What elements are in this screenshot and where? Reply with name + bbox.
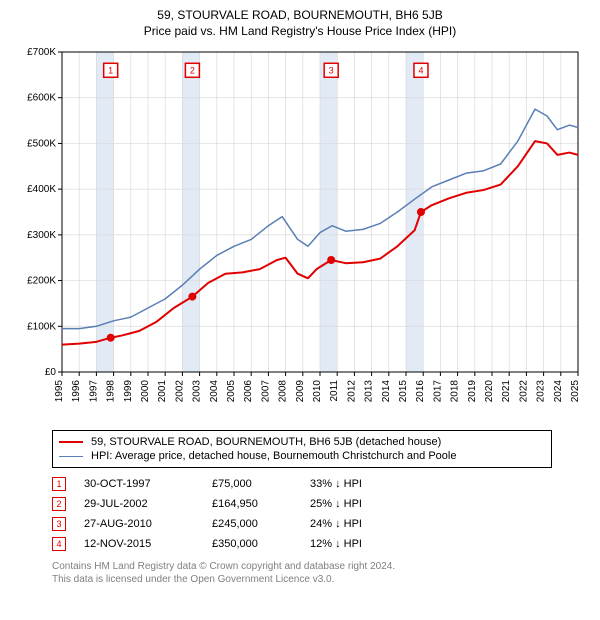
svg-text:2012: 2012 <box>346 380 357 403</box>
svg-text:4: 4 <box>418 65 423 75</box>
sale-date: 27-AUG-2010 <box>84 518 194 530</box>
sale-list: 1 30-OCT-1997 £75,000 33% ↓ HPI 2 29-JUL… <box>52 474 588 554</box>
svg-text:2: 2 <box>190 65 195 75</box>
legend-label-blue: HPI: Average price, detached house, Bour… <box>91 450 456 462</box>
chart-svg: £0 £100K £200K £300K £400K £500K £600K £700K 199… <box>12 44 588 424</box>
svg-text:£300K: £300K <box>27 230 56 241</box>
svg-text:2003: 2003 <box>192 380 203 403</box>
title-address: 59, STOURVALE ROAD, BOURNEMOUTH, BH6 5JB <box>12 8 588 22</box>
sale-price: £350,000 <box>212 538 292 550</box>
sale-delta: 24% ↓ HPI <box>310 518 400 530</box>
sale-marker-icon: 1 <box>52 477 66 491</box>
sale-marker-icon: 3 <box>52 517 66 531</box>
svg-text:£100K: £100K <box>27 321 56 332</box>
svg-text:2005: 2005 <box>226 380 237 403</box>
svg-text:2019: 2019 <box>467 380 478 403</box>
footer-line2: This data is licensed under the Open Gov… <box>52 573 588 586</box>
svg-text:£200K: £200K <box>27 276 56 287</box>
svg-text:2001: 2001 <box>157 380 168 403</box>
svg-text:1999: 1999 <box>123 380 134 403</box>
svg-text:2016: 2016 <box>415 380 426 403</box>
svg-text:£700K: £700K <box>27 47 56 58</box>
sale-row: 2 29-JUL-2002 £164,950 25% ↓ HPI <box>52 494 588 514</box>
svg-text:2015: 2015 <box>398 380 409 403</box>
legend-box: 59, STOURVALE ROAD, BOURNEMOUTH, BH6 5JB… <box>52 430 552 468</box>
svg-text:2000: 2000 <box>140 380 151 403</box>
svg-text:£0: £0 <box>45 367 57 378</box>
sale-row: 3 27-AUG-2010 £245,000 24% ↓ HPI <box>52 514 588 534</box>
svg-text:1998: 1998 <box>106 380 117 403</box>
sale-delta: 12% ↓ HPI <box>310 538 400 550</box>
svg-text:2021: 2021 <box>501 380 512 403</box>
sale-row: 4 12-NOV-2015 £350,000 12% ↓ HPI <box>52 534 588 554</box>
legend-swatch-blue <box>59 456 83 457</box>
svg-text:£500K: £500K <box>27 138 56 149</box>
svg-text:2008: 2008 <box>278 380 289 403</box>
svg-text:2014: 2014 <box>381 380 392 403</box>
svg-text:2024: 2024 <box>553 380 564 403</box>
title-subtitle: Price paid vs. HM Land Registry's House … <box>12 24 588 38</box>
svg-text:2006: 2006 <box>243 380 254 403</box>
legend-swatch-red <box>59 441 83 443</box>
svg-text:2017: 2017 <box>432 380 443 403</box>
svg-text:2020: 2020 <box>484 380 495 403</box>
chart: £0 £100K £200K £300K £400K £500K £600K £700K 199… <box>12 44 588 424</box>
footer: Contains HM Land Registry data © Crown c… <box>52 560 588 586</box>
svg-text:1997: 1997 <box>88 380 99 403</box>
svg-text:2013: 2013 <box>364 380 375 403</box>
svg-text:1996: 1996 <box>71 380 82 403</box>
legend-label-red: 59, STOURVALE ROAD, BOURNEMOUTH, BH6 5JB… <box>91 436 441 448</box>
svg-text:2009: 2009 <box>295 380 306 403</box>
svg-text:2007: 2007 <box>260 380 271 403</box>
svg-text:£600K: £600K <box>27 93 56 104</box>
svg-text:£400K: £400K <box>27 184 56 195</box>
svg-text:2004: 2004 <box>209 380 220 403</box>
svg-text:2022: 2022 <box>518 380 529 403</box>
sale-delta: 33% ↓ HPI <box>310 478 400 490</box>
svg-text:1: 1 <box>108 65 113 75</box>
sale-date: 29-JUL-2002 <box>84 498 194 510</box>
footer-line1: Contains HM Land Registry data © Crown c… <box>52 560 588 573</box>
legend-row-red: 59, STOURVALE ROAD, BOURNEMOUTH, BH6 5JB… <box>59 435 545 449</box>
svg-text:2025: 2025 <box>570 380 581 403</box>
title-block: 59, STOURVALE ROAD, BOURNEMOUTH, BH6 5JB… <box>12 8 588 38</box>
sale-row: 1 30-OCT-1997 £75,000 33% ↓ HPI <box>52 474 588 494</box>
svg-text:2010: 2010 <box>312 380 323 403</box>
svg-text:1995: 1995 <box>54 380 65 403</box>
svg-text:2023: 2023 <box>536 380 547 403</box>
svg-text:2002: 2002 <box>174 380 185 403</box>
svg-text:2011: 2011 <box>329 380 340 402</box>
legend-row-blue: HPI: Average price, detached house, Bour… <box>59 449 545 463</box>
sale-delta: 25% ↓ HPI <box>310 498 400 510</box>
sale-price: £245,000 <box>212 518 292 530</box>
sale-marker-icon: 4 <box>52 537 66 551</box>
sale-marker-icon: 2 <box>52 497 66 511</box>
sale-date: 12-NOV-2015 <box>84 538 194 550</box>
sale-price: £164,950 <box>212 498 292 510</box>
sale-date: 30-OCT-1997 <box>84 478 194 490</box>
sale-price: £75,000 <box>212 478 292 490</box>
page-container: 59, STOURVALE ROAD, BOURNEMOUTH, BH6 5JB… <box>0 0 600 590</box>
svg-text:3: 3 <box>329 65 334 75</box>
svg-text:2018: 2018 <box>450 380 461 403</box>
